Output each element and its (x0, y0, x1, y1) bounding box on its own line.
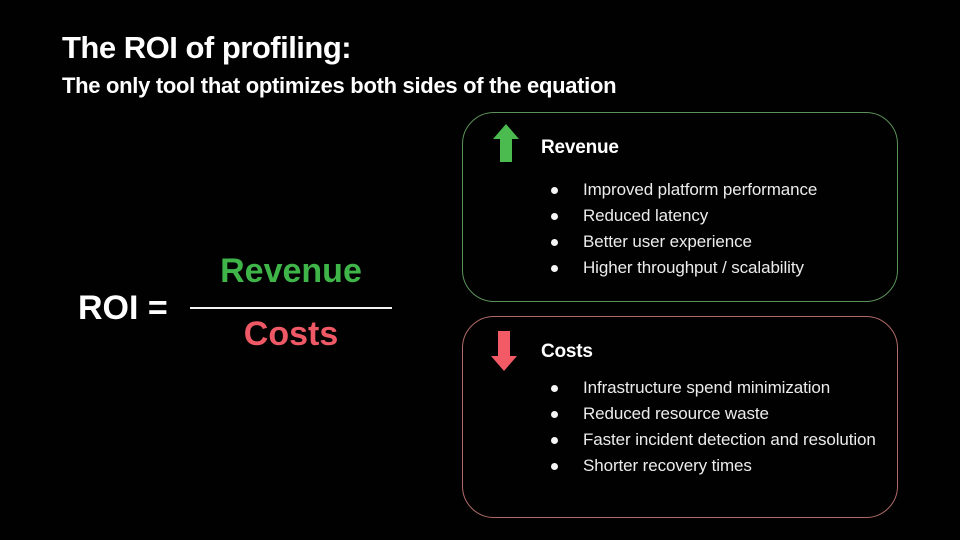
formula-numerator: Revenue (220, 252, 362, 290)
list-item: Faster incident detection and resolution (551, 427, 883, 453)
list-item: Higher throughput / scalability (551, 255, 883, 281)
bullet-text: Shorter recovery times (583, 456, 752, 475)
list-item: Reduced resource waste (551, 401, 883, 427)
bullet-text: Faster incident detection and resolution (583, 430, 876, 449)
bullet-dot (551, 411, 558, 418)
bullet-text: Improved platform performance (583, 180, 818, 199)
bullet-text: Infrastructure spend minimization (583, 378, 831, 397)
page-title: The ROI of profiling: (62, 30, 352, 65)
bullet-dot (551, 463, 558, 470)
list-item: Infrastructure spend minimization (551, 375, 883, 401)
bullet-text: Reduced resource waste (583, 404, 769, 423)
page-subtitle: The only tool that optimizes both sides … (62, 73, 617, 98)
costs-heading: Costs (541, 341, 593, 362)
list-item: Reduced latency (551, 203, 883, 229)
bullet-dot (551, 437, 558, 444)
bullet-text: Higher throughput / scalability (583, 258, 804, 277)
revenue-card: Revenue Improved platform performance Re… (462, 112, 898, 302)
bullet-text: Better user experience (583, 232, 752, 251)
list-item: Improved platform performance (551, 177, 883, 203)
arrow-up-icon (493, 124, 519, 167)
bullet-dot (551, 385, 558, 392)
revenue-heading: Revenue (541, 137, 619, 158)
arrow-down-icon (491, 331, 517, 376)
costs-card: Costs Infrastructure spend minimization … (462, 316, 898, 518)
bullet-dot (551, 213, 558, 220)
formula-denominator: Costs (243, 315, 339, 353)
costs-bullet-list: Infrastructure spend minimization Reduce… (551, 375, 883, 479)
bullet-dot (551, 187, 558, 194)
bullet-dot (551, 265, 558, 272)
list-item: Better user experience (551, 229, 883, 255)
list-item: Shorter recovery times (551, 453, 883, 479)
revenue-bullet-list: Improved platform performance Reduced la… (551, 177, 883, 281)
bullet-text: Reduced latency (583, 206, 709, 225)
fraction-divider-line (190, 307, 392, 309)
bullet-dot (551, 239, 558, 246)
roi-equals-label: ROI = (78, 289, 168, 327)
